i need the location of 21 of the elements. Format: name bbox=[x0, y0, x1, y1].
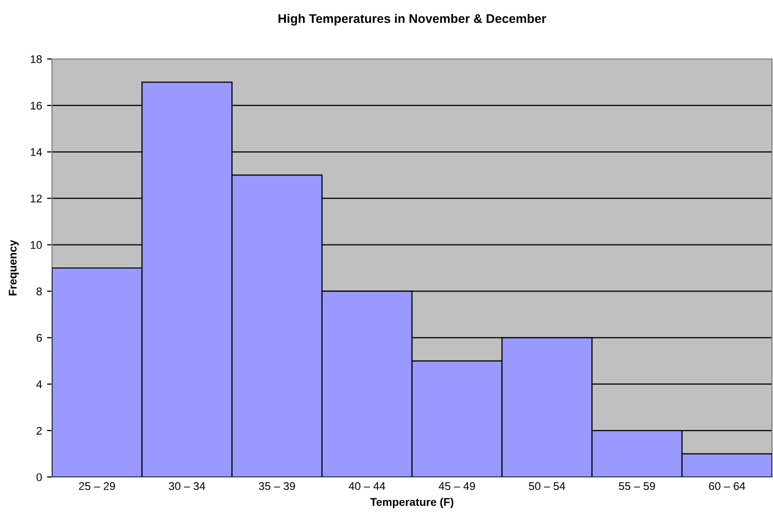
x-axis-title: Temperature (F) bbox=[370, 498, 454, 508]
x-tick-label: 50 – 54 bbox=[528, 482, 566, 490]
x-tick-label: 25 – 29 bbox=[79, 482, 116, 490]
x-tick-label: 35 – 39 bbox=[258, 482, 296, 490]
y-tick-label: 0 bbox=[36, 473, 42, 482]
y-tick-label: 18 bbox=[30, 55, 42, 64]
x-tick-label: 40 – 44 bbox=[348, 482, 386, 490]
chart-title: High Temperatures in November & December bbox=[278, 14, 546, 26]
y-tick-label: 14 bbox=[30, 148, 42, 156]
y-tick-label: 16 bbox=[30, 102, 42, 110]
x-tick-label: 45 – 49 bbox=[438, 482, 476, 490]
y-tick-label: 10 bbox=[30, 241, 42, 249]
y-tick-label: 4 bbox=[36, 380, 42, 388]
y-tick-label: 2 bbox=[36, 426, 42, 435]
y-axis-title: Frequency bbox=[8, 240, 19, 296]
y-tick-label: 12 bbox=[30, 194, 42, 202]
x-tick-label: 60 – 64 bbox=[709, 482, 746, 490]
y-tick-label: 8 bbox=[36, 287, 42, 296]
x-tick-label: 55 – 59 bbox=[618, 482, 656, 490]
y-tick-label: 6 bbox=[36, 334, 42, 342]
x-tick-label: 30 – 34 bbox=[168, 482, 206, 490]
